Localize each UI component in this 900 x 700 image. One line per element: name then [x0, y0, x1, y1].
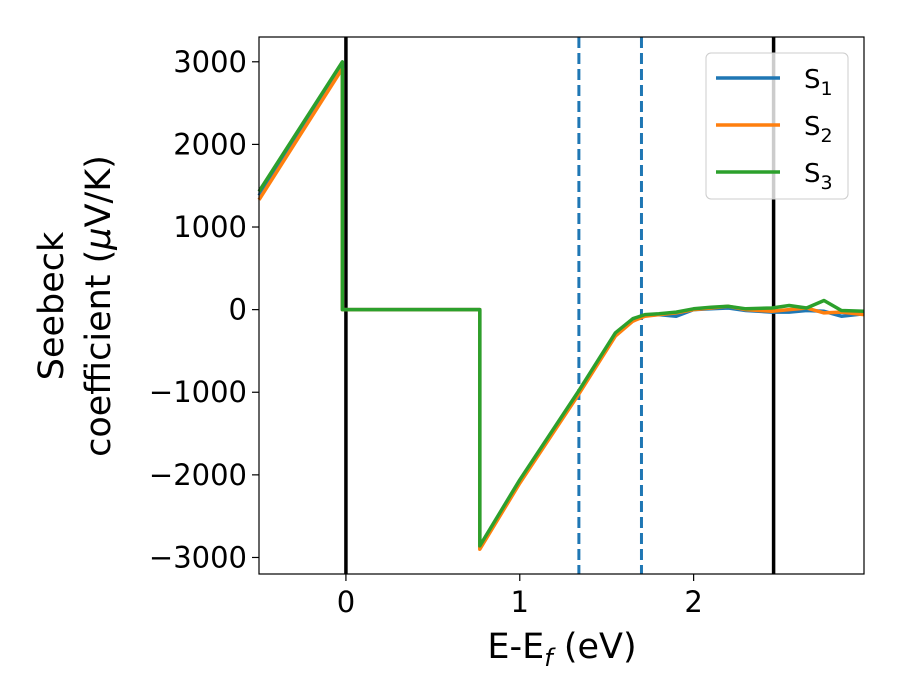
y-axis-label-line2: coefficient (μV/K)	[79, 155, 119, 457]
legend-label-1: S1	[804, 65, 833, 100]
x-axis-label: E-Ef (eV)	[487, 627, 636, 672]
y-tick-label: 0	[229, 293, 247, 327]
series-lines	[257, 60, 865, 551]
x-axis-ticks: 0 1 2	[337, 574, 703, 619]
legend-label-3: S3	[804, 159, 833, 194]
y-tick-label: 3000	[173, 45, 247, 79]
y-tick-label: −1000	[149, 375, 247, 409]
y-tick-label: 1000	[173, 210, 247, 244]
y-tick-label: −2000	[149, 458, 247, 492]
plot-frame	[258, 36, 865, 575]
y-tick-label: −3000	[149, 540, 247, 574]
y-tick-label: 2000	[173, 127, 247, 161]
legend-label-2: S2	[804, 112, 833, 147]
x-tick-label: 2	[684, 585, 702, 619]
y-axis-label-line1: Seebeck	[32, 231, 72, 380]
x-tick-label: 1	[511, 585, 529, 619]
series-line-3	[257, 60, 865, 548]
legend: S1 S2 S3	[705, 52, 849, 200]
y-axis-label: Seebeck coefficient (μV/K)	[32, 155, 119, 457]
x-tick-label: 0	[337, 585, 355, 619]
y-axis-ticks: 3000 2000 1000 0 −1000 −2000 −3000	[149, 45, 259, 574]
